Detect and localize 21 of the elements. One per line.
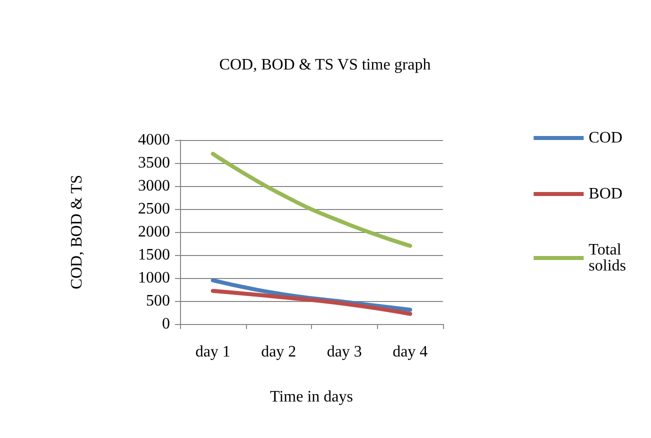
x-axis-title: Time in days xyxy=(270,388,353,406)
y-tick-label: 0 xyxy=(162,316,170,332)
y-tick-label: 3000 xyxy=(138,178,170,194)
x-tick-label: day 4 xyxy=(392,344,428,360)
x-tick-label: day 3 xyxy=(326,344,362,360)
y-tick-label: 500 xyxy=(146,292,170,310)
legend-label: BOD xyxy=(588,186,622,202)
legend-label: COD xyxy=(588,130,622,146)
line-series xyxy=(210,288,412,316)
y-tick-label: 2000 xyxy=(138,224,170,240)
y-tick-label: 3500 xyxy=(138,154,170,172)
y-tick-label: 2500 xyxy=(138,200,170,218)
legend-label: Total solids xyxy=(588,242,626,274)
y-axis-title: COD, BOD & TS xyxy=(68,174,86,290)
y-tick-label: 1000 xyxy=(138,270,170,286)
x-tick-label: day 2 xyxy=(261,344,296,360)
x-tick-label: day 1 xyxy=(195,344,230,360)
line-series xyxy=(210,152,412,248)
chart-title: COD, BOD & TS VS time graph xyxy=(219,56,431,74)
y-tick-label: 4000 xyxy=(138,132,170,148)
y-tick-label: 1500 xyxy=(138,246,170,264)
